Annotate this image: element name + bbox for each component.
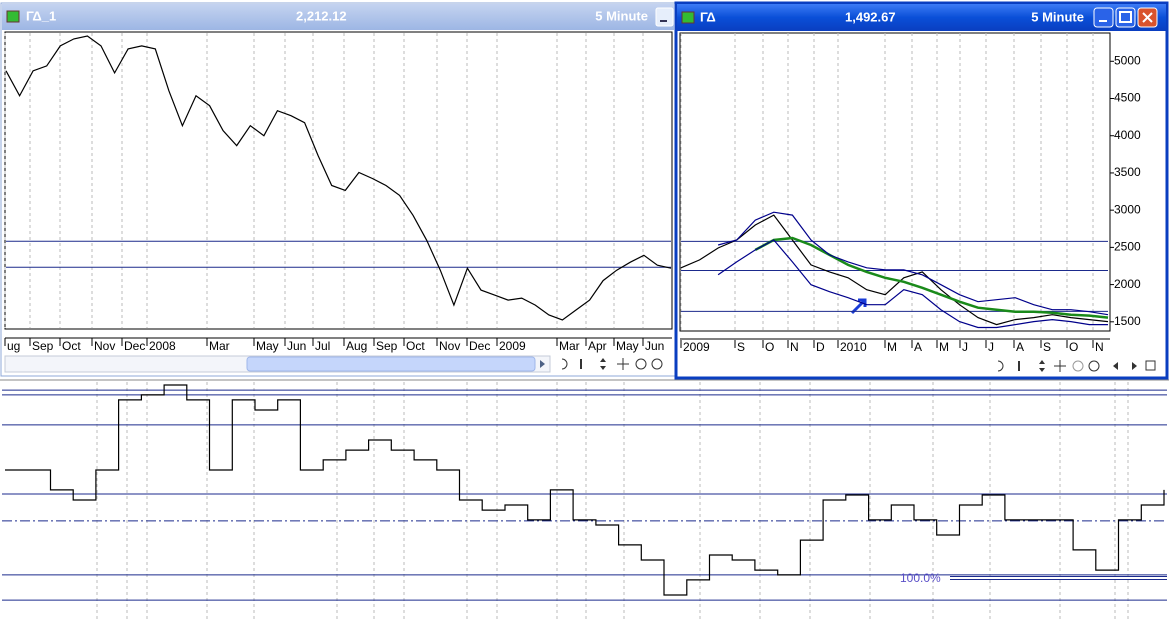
y-tick-label: 2000	[1114, 277, 1141, 291]
x-tick-label: Nov	[439, 339, 460, 353]
tool-zoom-in[interactable]	[1088, 360, 1100, 372]
window-interval: 5 Minute	[1031, 9, 1084, 24]
x-tick-label: N	[790, 340, 799, 354]
x-tick-label: O	[1069, 340, 1078, 354]
price-line	[5, 35, 672, 321]
x-tick-label: S	[1043, 340, 1051, 354]
minimize-button[interactable]	[655, 7, 674, 27]
y-tick-label: 4500	[1114, 91, 1141, 105]
x-tick-label: Mar	[559, 339, 580, 353]
price-line	[717, 239, 1108, 329]
tool-zoom-out[interactable]	[1072, 360, 1084, 372]
x-tick-label: Jun	[645, 339, 664, 353]
x-tick-label: J	[988, 340, 994, 354]
scroll-arrow[interactable]	[540, 360, 545, 368]
x-tick-label: 2009	[499, 339, 526, 353]
tool-window[interactable]	[1145, 360, 1156, 371]
minimize-glyph	[660, 20, 667, 22]
level-label: 100.0%	[900, 571, 941, 585]
x-tick-label: Jun	[287, 339, 306, 353]
toolbar	[561, 358, 663, 370]
x-tick-label: May	[616, 339, 639, 353]
tool-zoom-in[interactable]	[651, 358, 663, 370]
y-tick-label: 4000	[1114, 128, 1141, 142]
tool-refresh[interactable]	[997, 360, 1004, 372]
y-tick-label: 2500	[1114, 240, 1141, 254]
price-line	[754, 236, 1109, 319]
maximize-glyph	[1119, 11, 1132, 23]
scroll-left[interactable]	[1113, 362, 1118, 370]
y-tick-label: 5000	[1114, 53, 1141, 67]
x-tick-label: Mar	[209, 339, 230, 353]
x-tick-label: Dec	[124, 339, 145, 353]
window-interval: 5 Minute	[595, 8, 648, 23]
right-window: ΓΔ 1,492.67 5 Minute	[674, 1, 1169, 380]
x-tick-label: Apr	[588, 339, 607, 353]
maximize-button[interactable]	[1115, 7, 1136, 28]
minimize-button[interactable]	[1093, 7, 1114, 28]
x-tick-label: Sep	[32, 339, 54, 353]
chart-frame	[4, 31, 673, 330]
title-bar[interactable]	[677, 4, 1166, 31]
x-tick-label: 2010	[840, 340, 867, 354]
x-tick-label: Oct	[406, 339, 425, 353]
y-tick-label: 1500	[1114, 314, 1141, 328]
x-tick-label: Aug	[346, 339, 367, 353]
toolbar	[997, 360, 1156, 372]
x-tick-label: ug	[7, 339, 20, 353]
x-tick-label: J	[962, 340, 968, 354]
x-tick-label: M	[887, 340, 897, 354]
window-price: 2,212.12	[296, 8, 347, 23]
x-tick-label: M	[939, 340, 949, 354]
y-tick-label: 3500	[1114, 165, 1141, 179]
tool-cursor[interactable]	[1018, 361, 1020, 371]
x-tick-label: 2009	[683, 340, 710, 354]
close-glyph	[1142, 12, 1153, 23]
scroll-thumb[interactable]	[246, 356, 536, 372]
title-bar[interactable]	[2, 4, 674, 30]
left-window: ΓΔ_1 2,212.12 5 Minute	[0, 2, 676, 377]
tool-zoom-out[interactable]	[635, 358, 647, 370]
x-tick-label: Nov	[94, 339, 115, 353]
x-tick-label: Jul	[315, 339, 330, 353]
window-frame	[0, 2, 676, 377]
x-tick-label: 2008	[149, 339, 176, 353]
x-tick-label: May	[256, 339, 279, 353]
x-tick-label: A	[914, 340, 922, 354]
x-tick-label: D	[816, 340, 825, 354]
y-tick-label: 3000	[1114, 202, 1141, 216]
x-tick-label: A	[1016, 340, 1024, 354]
tool-zoom-v[interactable]	[1039, 360, 1045, 372]
indicator-line	[5, 384, 1165, 596]
x-tick-label: N	[1095, 340, 1104, 354]
window-icon	[6, 10, 20, 23]
tool-move[interactable]	[1054, 360, 1066, 372]
labeled-level	[950, 576, 1167, 580]
price-line	[680, 214, 1109, 326]
window-title: ΓΔ_1	[26, 8, 56, 23]
x-tick-label: O	[765, 340, 774, 354]
minimize-glyph	[1099, 20, 1107, 22]
window-icon	[681, 11, 695, 24]
tool-move[interactable]	[617, 358, 629, 370]
tool-zoom-v[interactable]	[600, 358, 606, 370]
window-price: 1,492.67	[845, 9, 896, 24]
tool-cursor[interactable]	[580, 359, 582, 369]
tool-refresh[interactable]	[561, 358, 568, 370]
x-tick-label: S	[737, 340, 745, 354]
x-tick-label: Dec	[469, 339, 490, 353]
window-title: ΓΔ	[700, 9, 716, 24]
price-line	[717, 211, 1109, 316]
x-tick-label: Oct	[62, 339, 81, 353]
scroll-right[interactable]	[1132, 362, 1137, 370]
chart-frame	[679, 32, 1111, 332]
x-tick-label: Sep	[376, 339, 398, 353]
